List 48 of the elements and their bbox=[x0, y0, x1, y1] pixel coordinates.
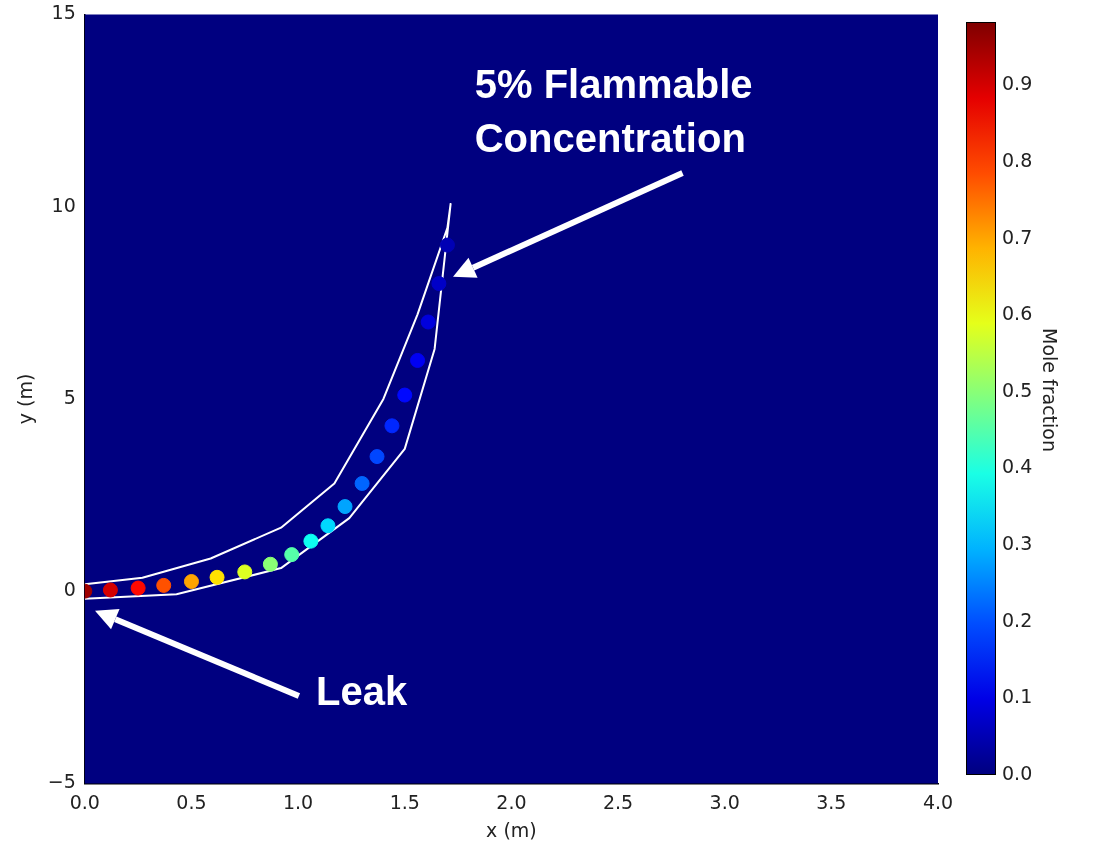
point bbox=[102, 582, 118, 598]
point bbox=[237, 564, 253, 580]
color-bar-title: Mole fraction bbox=[1039, 327, 1061, 453]
x-tick-label: 1.5 bbox=[389, 790, 420, 813]
point bbox=[303, 533, 319, 549]
annotation: 5% Flammable Concentration bbox=[474, 60, 754, 162]
point bbox=[410, 352, 426, 368]
x-tick-label: 0.0 bbox=[69, 790, 100, 813]
point bbox=[420, 314, 436, 330]
point bbox=[397, 387, 413, 403]
color-bar-label: 0.1 bbox=[1002, 684, 1033, 709]
y-tick-label: 5 bbox=[63, 385, 76, 408]
color-bar-label: 0.7 bbox=[1002, 224, 1033, 249]
x-tick-label: 0.5 bbox=[176, 790, 207, 813]
point bbox=[183, 574, 199, 590]
color-bar-label: 0.2 bbox=[1002, 607, 1033, 632]
point bbox=[337, 499, 353, 515]
point bbox=[156, 577, 172, 593]
point bbox=[262, 556, 278, 572]
point bbox=[439, 237, 455, 253]
color-bar-label: 0.6 bbox=[1002, 301, 1033, 326]
x-axis-title: x (m) bbox=[486, 818, 537, 841]
point bbox=[369, 449, 385, 465]
point bbox=[384, 418, 400, 434]
point bbox=[284, 547, 300, 563]
annotation: Leak bbox=[316, 668, 409, 716]
y-tick-label: 15 bbox=[51, 1, 76, 24]
y-tick-label: −5 bbox=[47, 770, 76, 793]
color-bar-label: 0.8 bbox=[1002, 147, 1033, 172]
x-tick-label: 3.0 bbox=[709, 790, 740, 813]
color-bar-label: 0.5 bbox=[1002, 377, 1033, 402]
y-axis-title: y (m) bbox=[14, 373, 37, 425]
point bbox=[320, 518, 336, 534]
color-bar-label: 0.3 bbox=[1002, 531, 1033, 556]
color-bar-label: 0.9 bbox=[1002, 71, 1033, 96]
point bbox=[354, 475, 370, 491]
point bbox=[130, 580, 146, 596]
color-bar-label: 0.0 bbox=[1002, 761, 1033, 785]
y-tick-label: 10 bbox=[51, 193, 76, 216]
x-tick-label: 2.5 bbox=[602, 790, 634, 813]
x-tick-label: 3.5 bbox=[816, 790, 847, 813]
y-tick-label: 0 bbox=[63, 578, 76, 601]
point bbox=[209, 569, 225, 585]
x-tick-label: 1.0 bbox=[283, 790, 314, 813]
x-tick-label: 2.0 bbox=[496, 790, 527, 813]
point bbox=[431, 276, 447, 292]
x-tick-label: 4.0 bbox=[922, 790, 954, 813]
color-bar-label: 0.4 bbox=[1002, 454, 1033, 479]
